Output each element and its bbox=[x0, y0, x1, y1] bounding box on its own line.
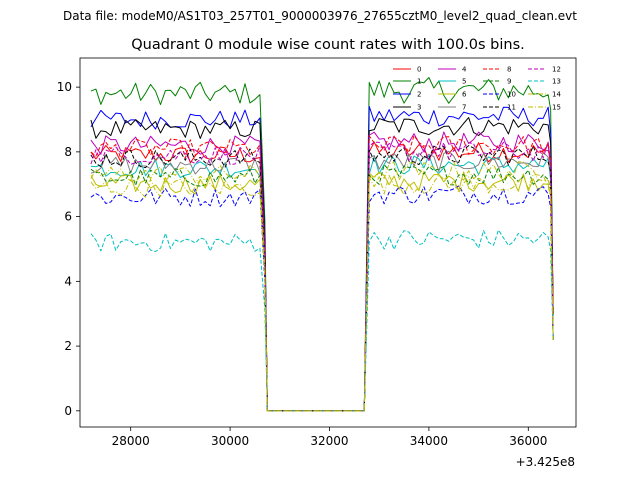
y-tick-label: 2 bbox=[64, 339, 72, 353]
plot-frame bbox=[79, 57, 577, 428]
x-tick-label: 36000 bbox=[509, 434, 547, 448]
legend-label-9: 9 bbox=[507, 78, 511, 86]
x-tick-label: 30000 bbox=[211, 434, 249, 448]
legend-label-3: 3 bbox=[417, 104, 421, 112]
y-tick-label: 8 bbox=[64, 145, 72, 159]
legend-label-7: 7 bbox=[462, 104, 466, 112]
legend-label-6: 6 bbox=[462, 91, 467, 99]
y-axis: 0 2 4 6 8 10 bbox=[57, 80, 80, 418]
legend-label-4: 4 bbox=[462, 66, 467, 74]
legend-label-13: 13 bbox=[552, 78, 561, 86]
series-line-1 bbox=[90, 76, 554, 412]
legend-label-11: 11 bbox=[507, 104, 516, 112]
legend-label-15: 15 bbox=[552, 104, 561, 112]
x-tick-label: 32000 bbox=[310, 434, 348, 448]
legend-label-5: 5 bbox=[462, 78, 466, 86]
series-line-3 bbox=[90, 117, 554, 412]
suptitle: Data file: modeM0/AS1T03_257T01_90000039… bbox=[63, 9, 577, 23]
chart-title: Quadrant 0 module wise count rates with … bbox=[131, 37, 525, 53]
x-axis: 28000 30000 32000 34000 36000 bbox=[112, 427, 547, 448]
x-offset-label: +3.425e8 bbox=[516, 455, 575, 469]
y-tick-label: 10 bbox=[57, 80, 72, 94]
legend-label-8: 8 bbox=[507, 66, 511, 74]
series-line-11 bbox=[90, 145, 554, 412]
series-line-13 bbox=[90, 229, 554, 412]
series-line-15 bbox=[90, 161, 554, 412]
series-group bbox=[90, 76, 554, 412]
legend-label-12: 12 bbox=[552, 66, 561, 74]
legend-label-14: 14 bbox=[552, 91, 561, 99]
series-line-4 bbox=[90, 131, 554, 412]
series-line-10 bbox=[90, 185, 554, 412]
legend-label-1: 1 bbox=[417, 78, 421, 86]
legend-label-2: 2 bbox=[417, 91, 421, 99]
y-tick-label: 6 bbox=[64, 210, 72, 224]
series-line-8 bbox=[90, 134, 554, 412]
series-line-12 bbox=[90, 141, 554, 412]
y-tick-label: 0 bbox=[64, 404, 72, 418]
series-line-2 bbox=[90, 105, 554, 412]
legend-label-10: 10 bbox=[507, 91, 516, 99]
x-tick-label: 28000 bbox=[112, 434, 150, 448]
x-tick-label: 34000 bbox=[410, 434, 448, 448]
legend-label-0: 0 bbox=[417, 66, 421, 74]
y-tick-label: 4 bbox=[64, 274, 72, 288]
